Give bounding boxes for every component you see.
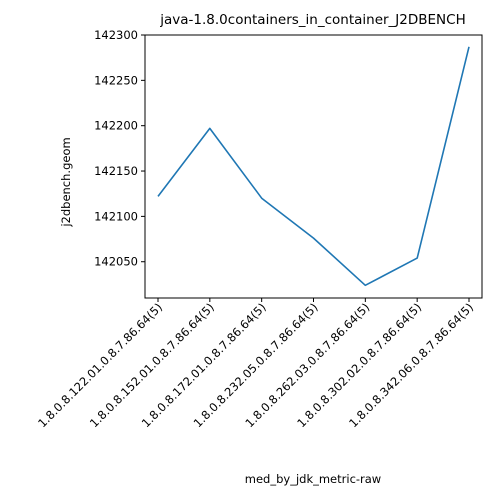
plot-area [144, 34, 483, 299]
y-tick-label: 142100 [94, 209, 138, 223]
chart-title: java-1.8.0containers_in_container_J2DBEN… [159, 12, 465, 28]
y-axis-label: j2dbench.geom [59, 137, 73, 227]
y-tick-label: 142150 [94, 164, 138, 178]
y-tick-label: 142300 [94, 28, 138, 42]
x-axis-label: med_by_jdk_metric-raw [245, 472, 381, 486]
y-tick-label: 142200 [94, 119, 138, 133]
series-line-0 [157, 46, 470, 287]
y-axis: 142050 142100 142150 142200 142250 142300 [94, 28, 145, 269]
x-axis: 1.8.0.8.122.01.0.8.7.86.64(5)1.8.0.8.152… [35, 298, 476, 430]
plot-frame [144, 34, 483, 299]
y-tick-label: 142250 [94, 73, 138, 87]
y-tick-label: 142050 [94, 255, 138, 269]
